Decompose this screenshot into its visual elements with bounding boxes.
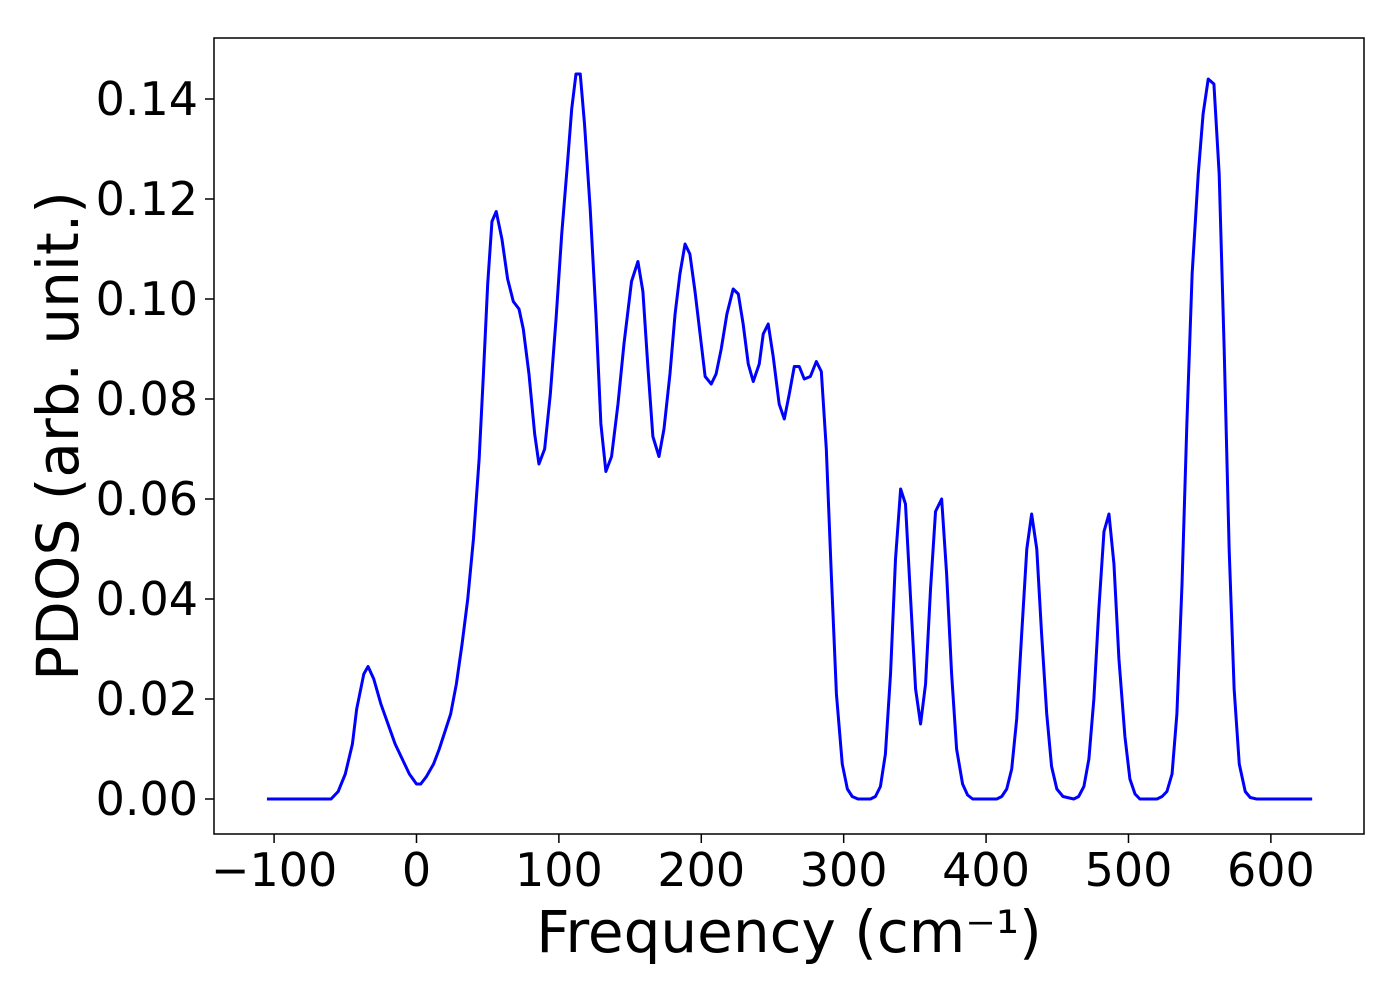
y-tick-label: 0.02: [96, 672, 198, 726]
line: [266, 72, 1313, 801]
y-tick-label: 0.08: [96, 372, 198, 426]
plot-frame: [213, 37, 1365, 835]
x-tick-label: −100: [211, 843, 337, 897]
x-tick-label: 200: [657, 843, 745, 897]
y-axis-label: PDOS (arb. unit.): [24, 191, 92, 681]
y-tick-label: 0.00: [96, 772, 198, 826]
y-tick-label: 0.04: [96, 572, 198, 626]
y-tick-label: 0.12: [96, 172, 198, 226]
x-axis-label: Frequency (cm⁻¹): [536, 898, 1042, 966]
y-tick-label: 0.10: [96, 272, 198, 326]
x-tick-label: 100: [515, 843, 603, 897]
x-tick-label: 500: [1085, 843, 1173, 897]
x-tick-label: 300: [800, 843, 888, 897]
x-tick-label: 600: [1227, 843, 1315, 897]
x-tick-label: 0: [402, 843, 431, 897]
y-tick-label: 0.14: [96, 72, 198, 126]
x-tick-label: 400: [942, 843, 1030, 897]
y-tick-label: 0.06: [96, 472, 198, 526]
